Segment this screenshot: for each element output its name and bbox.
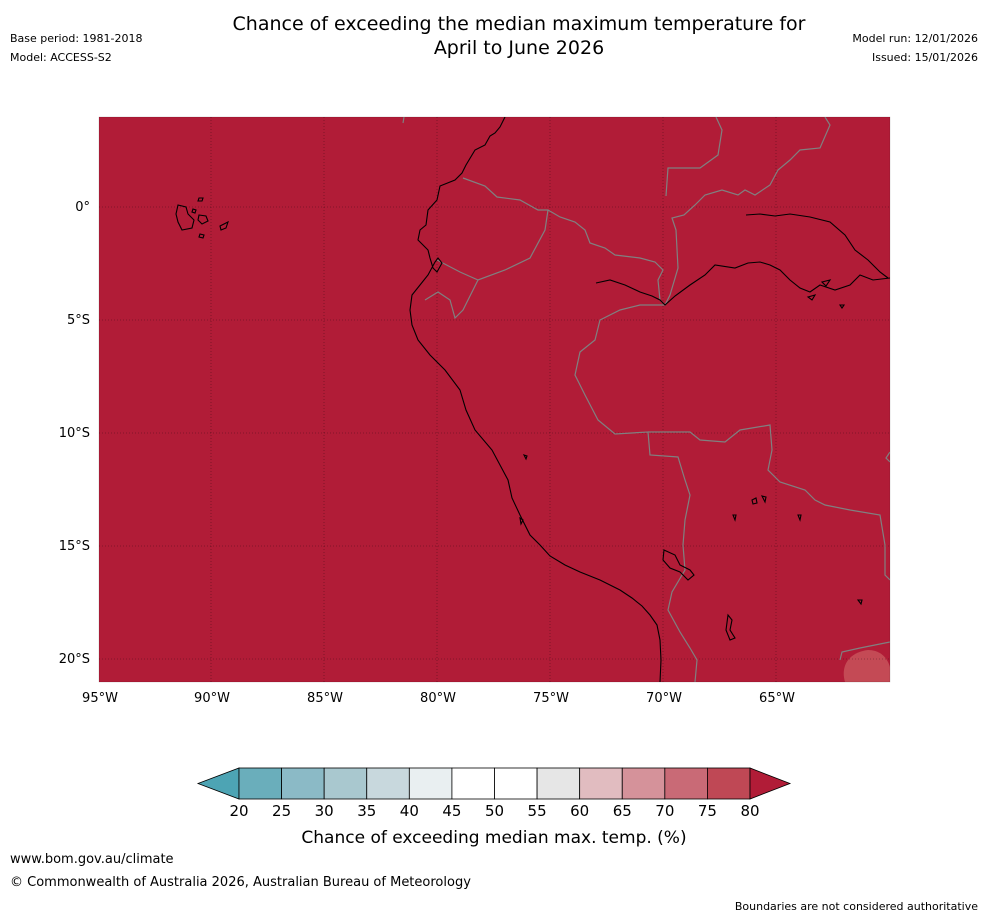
colorbar-tick-80: 80 [740,802,759,820]
colorbar-tick-30: 30 [315,802,334,820]
boundary-disclaimer: Boundaries are not considered authoritat… [734,900,978,913]
colorbar-tick-40: 40 [400,802,419,820]
colorbar-ticks: 20 25 30 35 40 45 50 55 60 65 70 75 80 [229,802,759,820]
colorbar-swatch-70-75 [664,767,708,800]
lon-label-70w: 70°W [646,691,682,706]
meta-left: Base period: 1981-2018 Model: ACCESS-S2 [10,32,142,70]
latitude-labels: 0° 5°S 10°S 15°S 20°S [59,200,90,667]
colorbar-label: Chance of exceeding median max. temp. (%… [301,828,686,848]
lon-label-75w: 75°W [533,691,569,706]
title-line-1: Chance of exceeding the median maximum t… [232,13,806,35]
lat-label-0: 0° [75,200,90,215]
coastlines [175,117,890,682]
issued-date: Issued: 15/01/2026 [871,51,978,64]
colorbar-tick-65: 65 [613,802,632,820]
colorbar-swatch-50-55 [494,767,538,800]
colorbar-swatch-35-40 [366,767,410,800]
meta-right: Model run: 12/01/2026 Issued: 15/01/2026 [852,32,978,70]
model-run: Model run: 12/01/2026 [852,32,978,45]
map-title: Chance of exceeding the median maximum t… [130,12,908,60]
copyright-notice: © Commonwealth of Australia 2026, Austra… [10,875,471,890]
colorbar-tick-60: 60 [570,802,589,820]
colorbar-swatch-60-65 [579,767,623,800]
colorbar-tick-45: 45 [442,802,461,820]
lon-label-95w: 95°W [82,691,118,706]
gridlines [99,117,890,682]
map-plot-area [98,116,891,683]
colorbar-tick-75: 75 [698,802,717,820]
colorbar-swatch-55-60 [536,767,581,800]
lat-label-20s: 20°S [59,652,90,667]
colorbar-swatch-20-25 [238,767,282,800]
bom-website-link[interactable]: www.bom.gov.au/climate [10,852,174,867]
model-name: Model: ACCESS-S2 [10,51,112,64]
lon-label-85w: 85°W [307,691,343,706]
map-figure: 95°W 90°W 85°W 80°W 75°W 70°W 65°W 0° 5°… [59,116,891,706]
colorbar-tick-50: 50 [485,802,504,820]
colorbar-tick-70: 70 [655,802,674,820]
colorbar-tick-20: 20 [229,802,248,820]
title-line-2: April to June 2026 [433,37,605,59]
colorbar-swatches [196,767,792,800]
map-frame [98,116,891,683]
colorbar-swatch-65-70 [621,767,666,800]
colorbar-swatch-30-35 [323,767,368,800]
lon-label-80w: 80°W [420,691,456,706]
map-fill [99,117,890,682]
colorbar-swatch-75-80 [707,767,751,800]
lat-label-5s: 5°S [67,313,90,328]
colorbar-swatch-25-30 [281,767,325,800]
colorbar-swatch-45-50 [451,767,495,800]
colorbar-extend-high [749,767,792,800]
lat-label-15s: 15°S [59,539,90,554]
colorbar-tick-35: 35 [357,802,376,820]
lon-label-65w: 65°W [759,691,795,706]
colorbar-swatch-40-45 [408,767,453,800]
lat-label-10s: 10°S [59,426,90,441]
colorbar-tick-55: 55 [528,802,547,820]
colorbar-tick-25: 25 [272,802,291,820]
longitude-labels: 95°W 90°W 85°W 80°W 75°W 70°W 65°W [82,691,795,706]
colorbar-extend-low [196,767,240,800]
country-borders [402,117,890,682]
base-period: Base period: 1981-2018 [10,32,143,45]
lon-label-90w: 90°W [194,691,230,706]
probability-patch [843,650,890,682]
